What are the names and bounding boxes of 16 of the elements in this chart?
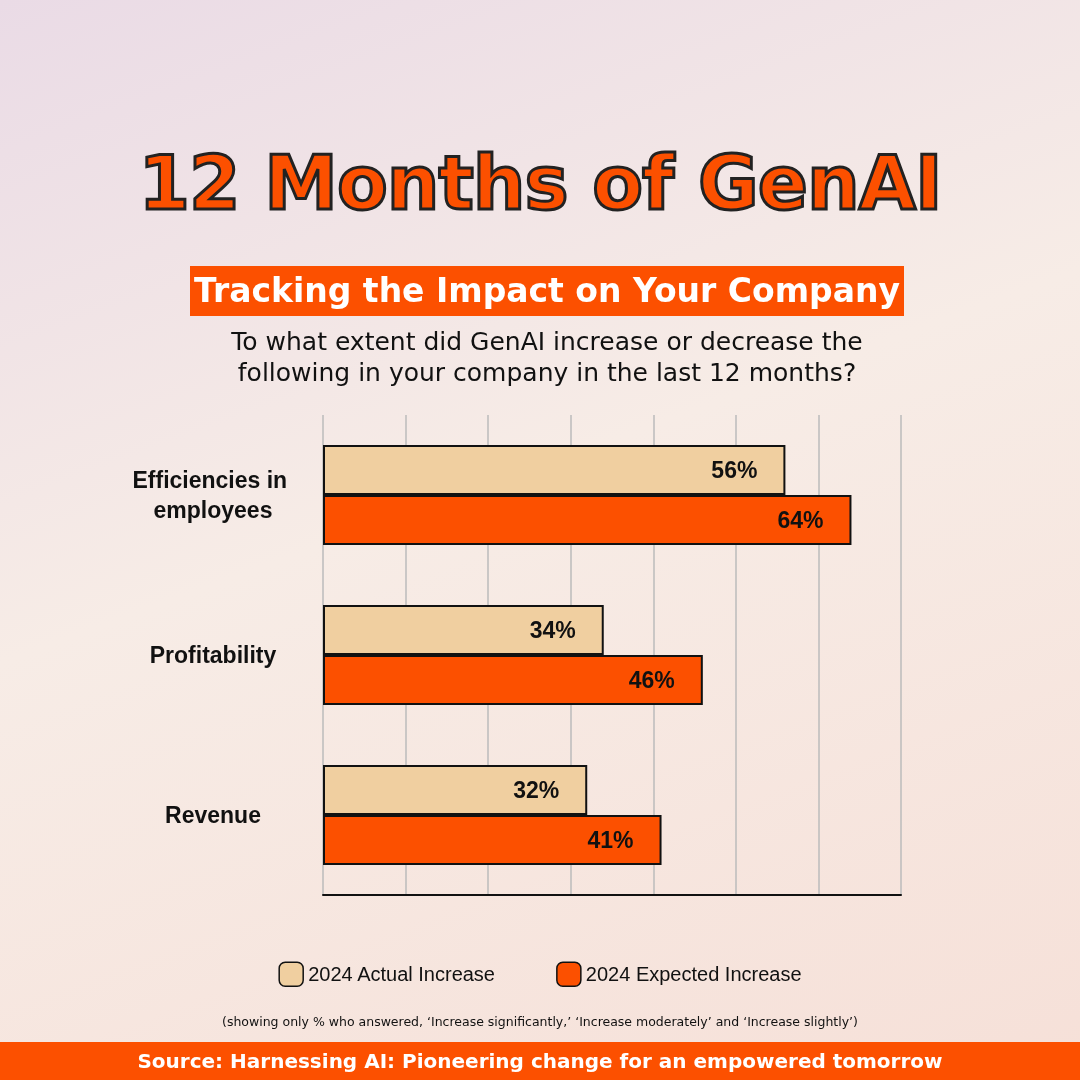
source-note: Source: Harnessing AI: Pioneering change for an empowered tomorrow <box>0 1042 1080 1080</box>
text: To what extent did GenAI increase or decrease the following in your company in the last 12 months? <box>230 326 864 388</box>
data-label: 64% <box>777 507 824 533</box>
y-tick-label: Revenue <box>165 802 261 828</box>
data-label: 34% <box>529 617 576 643</box>
legend-label: 2024 Actual Increase <box>308 963 495 986</box>
data-label: 32% <box>513 777 560 803</box>
y-tick-label: Efficiencies in employees <box>132 467 294 523</box>
chart-title: 12 Months of GenAI <box>137 140 943 226</box>
y-tick-label: Profitability <box>149 642 277 668</box>
chart-subtitle: Tracking the Impact on Your Company <box>190 266 904 316</box>
data-label: 41% <box>587 827 634 853</box>
legend-label: 2024 Expected Increase <box>585 963 802 986</box>
data-label: 46% <box>628 667 675 693</box>
data-label: 56% <box>711 457 758 483</box>
text: (showing only % who answered, ‘Increase significantly,’ ‘Increase moderately’ and ‘Increase slightly’) <box>221 1014 859 1029</box>
